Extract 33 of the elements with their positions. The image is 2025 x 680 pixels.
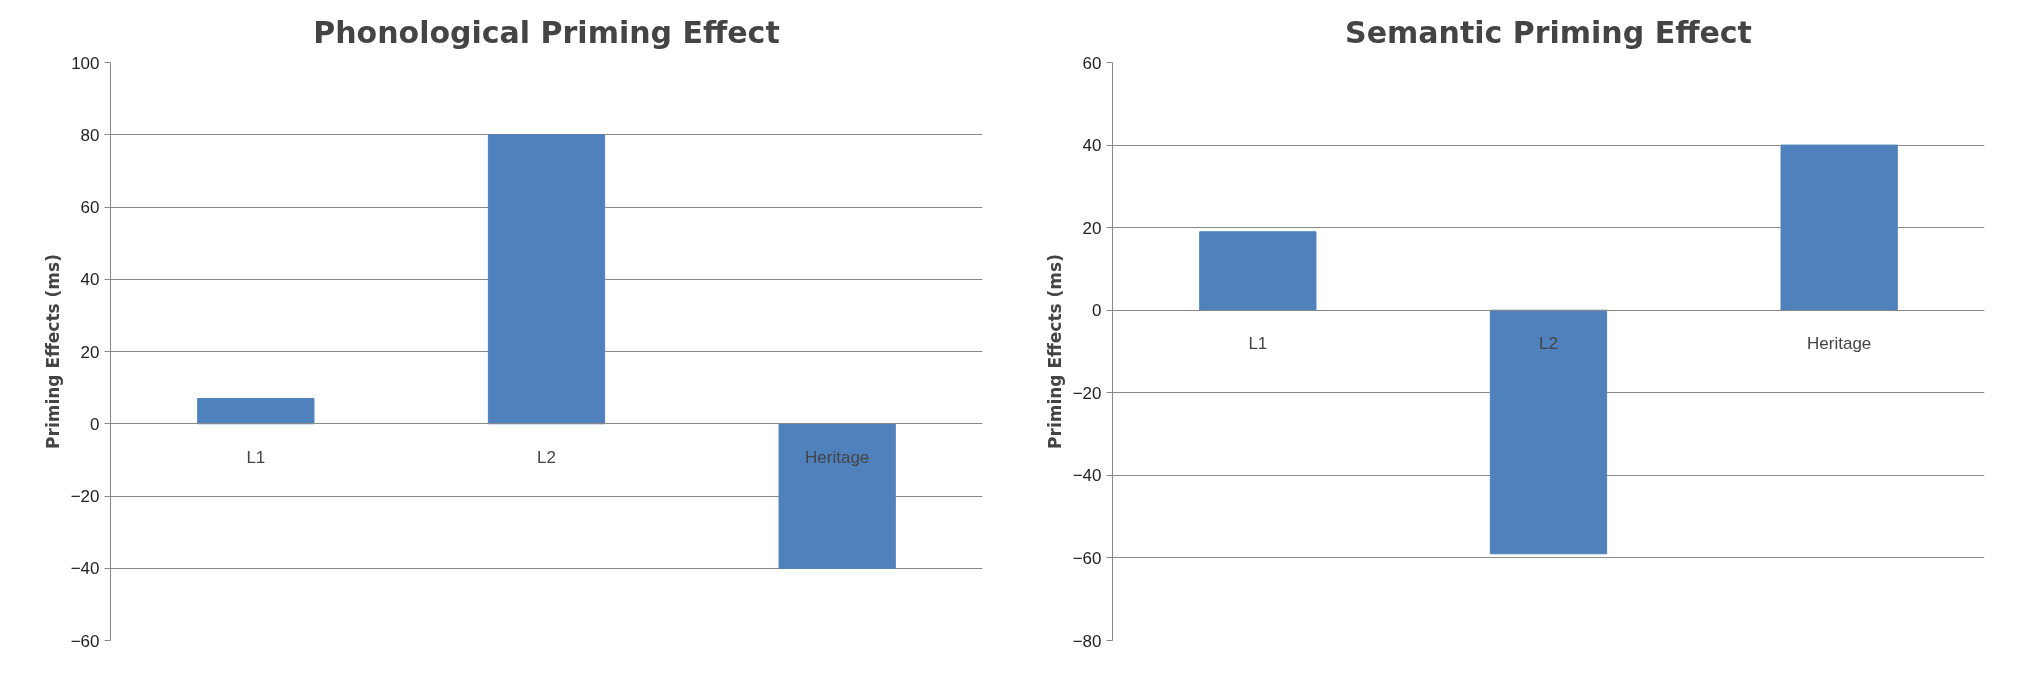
y-tick-label: 40 bbox=[80, 270, 100, 290]
y-axis-title: Priming Effects (ms) bbox=[42, 254, 63, 449]
x-tick-label: L2 bbox=[1539, 334, 1558, 354]
x-tick-label: L1 bbox=[1248, 334, 1268, 354]
y-tick-label: 20 bbox=[80, 342, 100, 362]
y-tick-label: −20 bbox=[70, 487, 100, 506]
y-tick-label: 60 bbox=[80, 198, 100, 217]
y-tick-label: −40 bbox=[70, 559, 100, 579]
bar bbox=[487, 134, 606, 425]
y-tick-label: −60 bbox=[70, 631, 100, 651]
bar bbox=[197, 397, 315, 425]
bar bbox=[778, 423, 896, 569]
y-tick-label: 100 bbox=[71, 53, 100, 73]
chart-title: Semantic Priming Effect bbox=[1345, 15, 1752, 50]
x-tick-label: L1 bbox=[246, 447, 266, 467]
bar bbox=[1489, 309, 1608, 555]
bar bbox=[1199, 231, 1317, 311]
bar bbox=[1780, 144, 1898, 311]
y-tick-label: 60 bbox=[1082, 53, 1102, 73]
chart-title: Phonological Priming Effect bbox=[313, 15, 780, 50]
y-axis-title: Priming Effects (ms) bbox=[1044, 254, 1065, 449]
y-tick-label: −60 bbox=[1072, 548, 1102, 568]
y-tick-label: 0 bbox=[90, 414, 100, 434]
y-tick-label: −40 bbox=[1072, 466, 1102, 486]
y-tick-label: 80 bbox=[80, 125, 100, 145]
y-tick-label: 40 bbox=[1082, 136, 1102, 156]
y-tick-label: −80 bbox=[1072, 631, 1102, 651]
x-tick-label: Heritage bbox=[1807, 334, 1872, 354]
y-tick-label: −20 bbox=[1072, 383, 1102, 403]
x-tick-label: Heritage bbox=[805, 447, 870, 467]
x-tick-label: L2 bbox=[537, 447, 556, 467]
y-tick-label: 20 bbox=[1082, 218, 1102, 238]
y-tick-label: 0 bbox=[1092, 301, 1102, 321]
